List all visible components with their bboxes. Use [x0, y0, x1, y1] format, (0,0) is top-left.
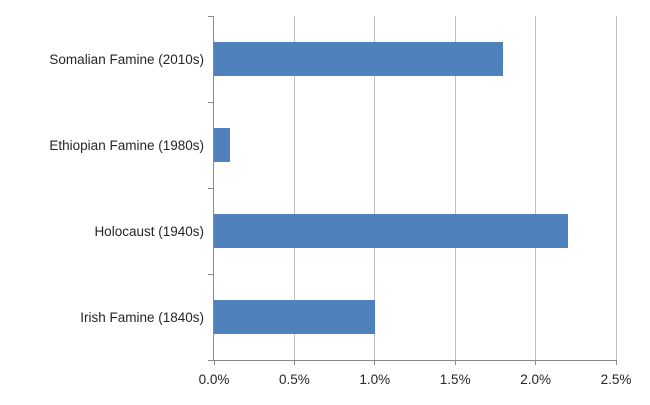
category-label: Holocaust (1940s) [94, 223, 204, 239]
y-axis-tick [208, 273, 213, 275]
x-gridline [454, 16, 456, 360]
x-axis-tick [213, 360, 215, 365]
x-axis-line [213, 360, 616, 361]
x-axis-tick-label: 2.5% [600, 372, 632, 387]
x-axis-tick [293, 360, 295, 365]
y-axis-tick [208, 15, 213, 17]
x-gridline [374, 16, 376, 360]
x-axis-tick [535, 360, 537, 365]
plot-area [208, 15, 617, 365]
x-axis-tick-label: 1.0% [359, 372, 391, 387]
x-axis-tick-label: 0.5% [279, 372, 310, 387]
bar-holocaust-1940s [214, 214, 568, 248]
y-axis-line [213, 16, 214, 361]
category-label: Ethiopian Famine (1980s) [49, 137, 204, 153]
x-gridline [615, 16, 617, 360]
x-axis-tick [374, 360, 376, 365]
y-axis-tick [208, 101, 213, 103]
x-axis-tick [615, 360, 617, 365]
y-axis-tick [208, 359, 213, 361]
y-axis-tick [208, 187, 213, 189]
category-label: Irish Famine (1840s) [80, 309, 204, 325]
x-axis-tick [454, 360, 456, 365]
x-axis-tick-label: 0.0% [198, 372, 230, 387]
x-gridline [293, 16, 295, 360]
x-axis-tick-label: 1.5% [439, 372, 471, 387]
bar-somalian-famine-2010s [214, 42, 504, 76]
x-gridline [535, 16, 537, 360]
bar-irish-famine-1840s [214, 300, 375, 334]
category-label: Somalian Famine (2010s) [49, 51, 204, 67]
bar-ethiopian-famine-1980s [214, 128, 231, 162]
x-axis-tick-label: 2.0% [520, 372, 551, 387]
